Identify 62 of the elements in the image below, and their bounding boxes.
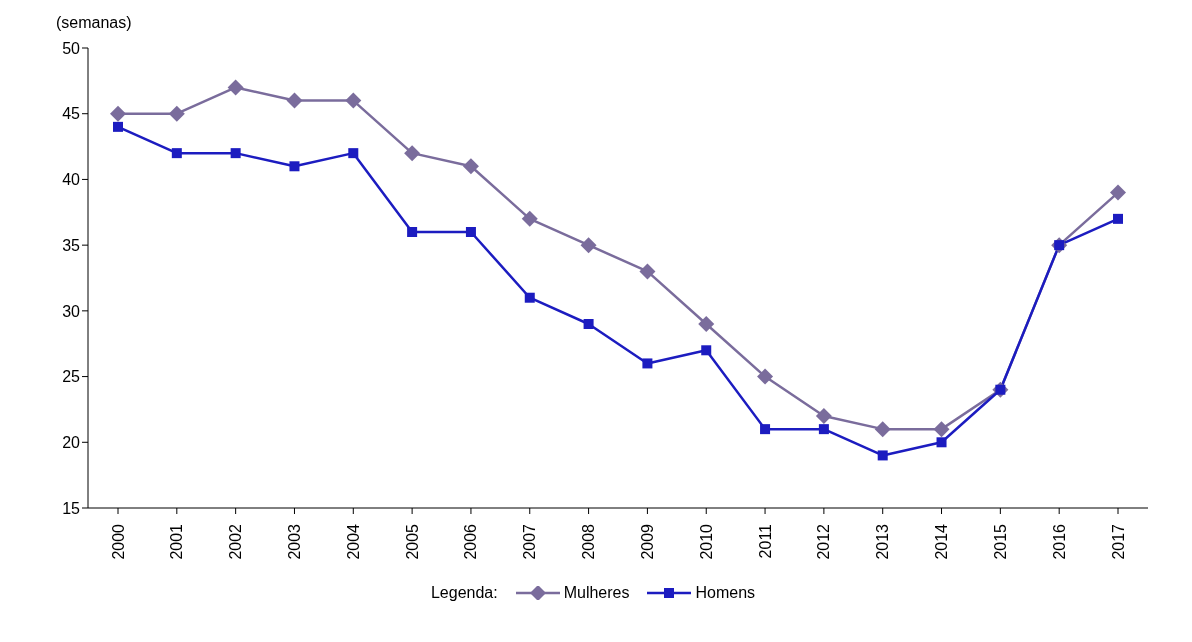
point [877, 450, 888, 461]
y-tick-label: 35 [62, 236, 81, 254]
x-tick-label: 2010 [697, 523, 715, 560]
y-tick-label: 45 [62, 105, 81, 123]
x-tick-label: 2012 [815, 523, 833, 560]
x-tick-label: 2004 [344, 523, 362, 560]
point [521, 210, 538, 227]
point [933, 421, 950, 438]
point [286, 92, 303, 109]
point [642, 358, 653, 369]
legend-label: Homens [695, 584, 756, 602]
point [874, 421, 891, 438]
point [348, 148, 359, 159]
x-tick-label: 2017 [1109, 523, 1127, 560]
x-tick-label: 2008 [580, 523, 598, 560]
point [404, 145, 421, 162]
y-tick-label: 30 [62, 302, 81, 320]
point [757, 368, 774, 385]
x-tick-label: 2014 [933, 523, 951, 560]
point [815, 408, 832, 424]
x-tick-label: 2016 [1050, 523, 1068, 560]
y-tick-label: 40 [62, 171, 81, 189]
x-tick-label: 2009 [638, 523, 656, 560]
point [1113, 213, 1123, 224]
legend-label: Mulheres [563, 584, 630, 602]
point [760, 424, 771, 435]
point [524, 292, 535, 303]
point [818, 424, 829, 435]
point [345, 92, 362, 109]
point [113, 121, 123, 132]
y-tick-label: 25 [62, 368, 81, 386]
y-tick-label: 50 [62, 39, 81, 57]
point [639, 263, 656, 280]
point [289, 161, 300, 172]
point [936, 437, 947, 448]
point [407, 227, 418, 237]
x-tick-label: 2006 [462, 523, 480, 560]
point [230, 148, 241, 159]
point [698, 316, 715, 332]
x-tick-label: 2001 [168, 523, 186, 560]
point [701, 345, 712, 356]
x-tick-label: 2007 [521, 523, 539, 560]
legend-title: Legenda: [430, 584, 498, 602]
x-tick-label: 2003 [285, 523, 303, 560]
x-tick-label: 2002 [227, 523, 245, 560]
x-tick-label: 2000 [109, 523, 127, 560]
x-tick-label: 2015 [991, 523, 1009, 560]
x-tick-label: 2011 [756, 523, 774, 559]
point [171, 148, 182, 159]
point [227, 79, 244, 96]
y-tick-label: 15 [62, 499, 81, 517]
point [465, 227, 476, 237]
point [1110, 184, 1126, 201]
x-tick-label: 2013 [874, 523, 892, 560]
point [462, 158, 479, 175]
y-axis-title: (semanas) [56, 14, 132, 32]
x-tick-label: 2005 [403, 523, 421, 560]
y-tick-label: 20 [62, 433, 81, 451]
point [168, 105, 185, 122]
point [110, 105, 126, 122]
point [583, 319, 594, 329]
point [580, 237, 597, 254]
